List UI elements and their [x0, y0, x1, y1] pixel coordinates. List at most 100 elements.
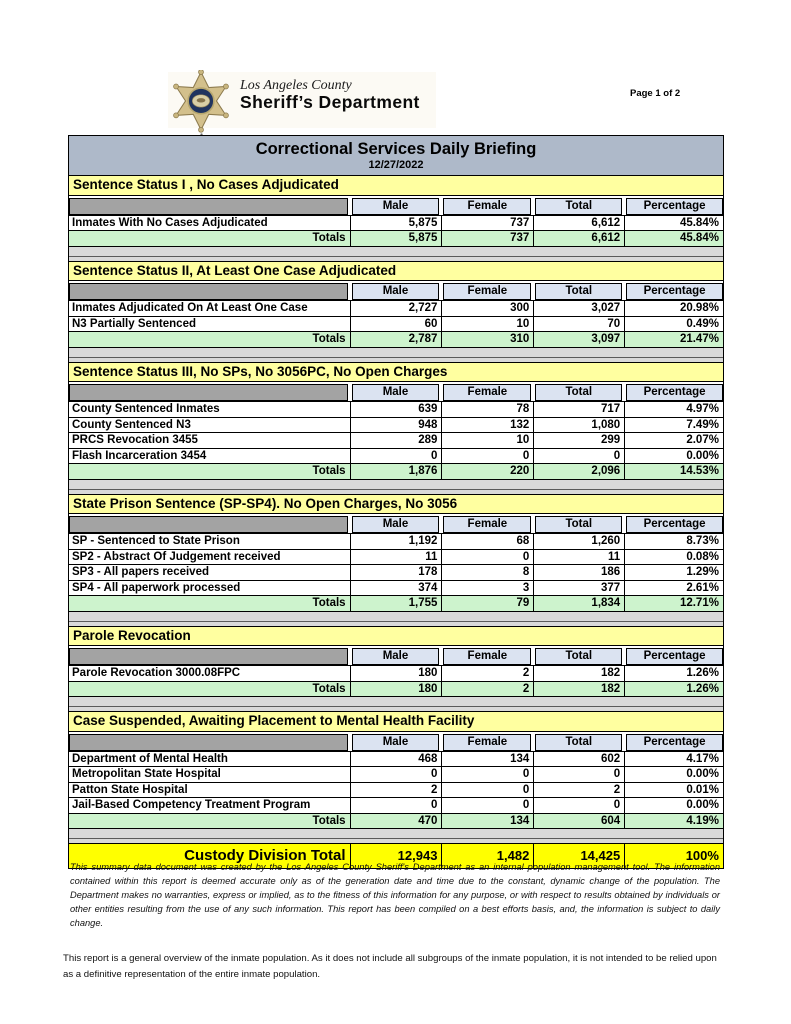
row-label: SP - Sentenced to State Prison	[72, 535, 240, 547]
cell-male: 11	[349, 549, 442, 564]
report-date: 12/27/2022	[368, 159, 424, 171]
cell-total: 6,612	[533, 215, 624, 230]
column-header-total: Total	[535, 384, 623, 401]
totals-percentage: 45.84%	[624, 231, 723, 246]
cell-total: 1,260	[533, 534, 624, 549]
grand-total-female: 1,482	[441, 844, 533, 868]
totals-male: 470	[349, 813, 442, 828]
cell-total: 0	[533, 767, 624, 782]
column-header-total: Total	[535, 733, 623, 751]
column-header-male: Male	[351, 733, 440, 751]
column-header-female: Female	[443, 384, 532, 401]
cell-female: 132	[441, 417, 533, 432]
grand-total-percentage: 100%	[624, 844, 723, 868]
totals-percentage: 1.26%	[624, 681, 723, 696]
totals-label: Totals	[312, 597, 346, 609]
column-header-female: Female	[443, 648, 532, 665]
row-label: Inmates Adjudicated On At Least One Case	[72, 302, 308, 314]
row-label: Parole Revocation 3000.08FPC	[72, 667, 241, 679]
section-title: Parole Revocation	[69, 626, 723, 646]
cell-male: 5,875	[349, 215, 442, 230]
data-row: SP3 - All papers received 178 8 186 1.29%	[69, 564, 723, 580]
totals-male: 5,875	[349, 231, 442, 246]
data-row: Metropolitan State Hospital 0 0 0 0.00%	[69, 766, 723, 782]
column-header-blank	[69, 733, 348, 751]
row-label: Department of Mental Health	[72, 752, 228, 765]
data-row: N3 Partially Sentenced 60 10 70 0.49%	[69, 315, 723, 331]
column-header-female: Female	[443, 516, 532, 533]
cell-percentage: 2.61%	[624, 580, 723, 595]
totals-label: Totals	[312, 465, 346, 477]
section-spacer	[69, 348, 723, 362]
totals-label: Totals	[312, 333, 346, 345]
cell-percentage: 7.49%	[624, 417, 723, 432]
section-spacer	[69, 612, 723, 626]
cell-male: 639	[349, 402, 442, 417]
data-row: Parole Revocation 3000.08FPC 180 2 182 1.26%	[69, 665, 723, 681]
totals-label: Totals	[312, 682, 346, 695]
column-header-female: Female	[443, 197, 532, 215]
cell-male: 2,727	[349, 301, 442, 316]
cell-total: 0	[533, 448, 624, 463]
cell-male: 0	[349, 767, 442, 782]
column-header-female: Female	[443, 733, 532, 751]
page-number: Page 1 of 2	[630, 88, 681, 99]
grand-total-label: Custody Division Total	[184, 847, 346, 864]
totals-male: 180	[349, 681, 442, 696]
column-header-percentage: Percentage	[626, 197, 723, 215]
section-title: Sentence Status III, No SPs, No 3056PC, …	[69, 362, 723, 382]
data-row: SP4 - All paperwork processed 374 3 377 2.61…	[69, 579, 723, 595]
data-row: Department of Mental Health 468 134 602 4.17…	[69, 750, 723, 766]
letterhead: Los Angeles County Sheriff’s Department	[168, 70, 436, 136]
cell-female: 68	[441, 534, 533, 549]
cell-female: 8	[441, 565, 533, 580]
section-2: Sentence Status II, At Least One Case Ad…	[69, 260, 723, 348]
cell-percentage: 45.84%	[624, 215, 723, 230]
totals-row: Totals 470 134 604 4.19%	[69, 812, 723, 828]
column-header-male: Male	[351, 283, 440, 300]
data-row: County Sentenced Inmates 639 78 717 4.97%	[69, 401, 723, 417]
column-header-percentage: Percentage	[626, 516, 723, 533]
cell-total: 299	[533, 433, 624, 448]
cell-female: 10	[441, 316, 533, 331]
totals-total: 3,097	[533, 332, 624, 347]
totals-female: 220	[441, 464, 533, 479]
cell-total: 70	[533, 316, 624, 331]
cell-percentage: 1.26%	[624, 666, 723, 681]
column-header-female: Female	[443, 283, 532, 300]
cell-total: 186	[533, 565, 624, 580]
totals-male: 2,787	[349, 332, 442, 347]
totals-female: 737	[441, 231, 533, 246]
row-label: Inmates With No Cases Adjudicated	[72, 216, 268, 229]
cell-percentage: 4.97%	[624, 402, 723, 417]
cell-percentage: 20.98%	[624, 301, 723, 316]
cell-male: 178	[349, 565, 442, 580]
data-row: Patton State Hospital 2 0 2 0.01%	[69, 781, 723, 797]
row-label: N3 Partially Sentenced	[72, 317, 196, 330]
totals-row: Totals 5,875 737 6,612 45.84%	[69, 230, 723, 246]
cell-total: 182	[533, 666, 624, 681]
cell-female: 0	[441, 798, 533, 813]
totals-total: 604	[533, 813, 624, 828]
data-row: PRCS Revocation 3455 289 10 299 2.07%	[69, 432, 723, 448]
cell-percentage: 0.00%	[624, 767, 723, 782]
totals-male: 1,876	[349, 464, 442, 479]
column-header-blank	[69, 197, 348, 215]
totals-row: Totals 1,876 220 2,096 14.53%	[69, 463, 723, 479]
cell-total: 0	[533, 798, 624, 813]
totals-row: Totals 180 2 182 1.26%	[69, 680, 723, 696]
cell-male: 289	[349, 433, 442, 448]
row-label: SP4 - All paperwork processed	[72, 581, 241, 594]
sections-container: Sentence Status I , No Cases Adjudicated…	[69, 175, 723, 843]
section-3: Sentence Status III, No SPs, No 3056PC, …	[69, 361, 723, 480]
data-row: Inmates With No Cases Adjudicated 5,875 73…	[69, 214, 723, 230]
section-spacer	[69, 247, 723, 261]
section-5: Parole Revocation Male Female Total Percenta…	[69, 625, 723, 697]
grand-total-total: 14,425	[533, 844, 624, 868]
overview-footnote: This report is a general overview of the…	[63, 953, 717, 980]
column-header-total: Total	[535, 516, 623, 533]
cell-female: 0	[441, 782, 533, 797]
section-6: Case Suspended, Awaiting Placement to Me…	[69, 711, 723, 829]
report-title-bar: Correctional Services Daily Briefing 12/…	[69, 136, 723, 175]
totals-total: 182	[533, 681, 624, 696]
